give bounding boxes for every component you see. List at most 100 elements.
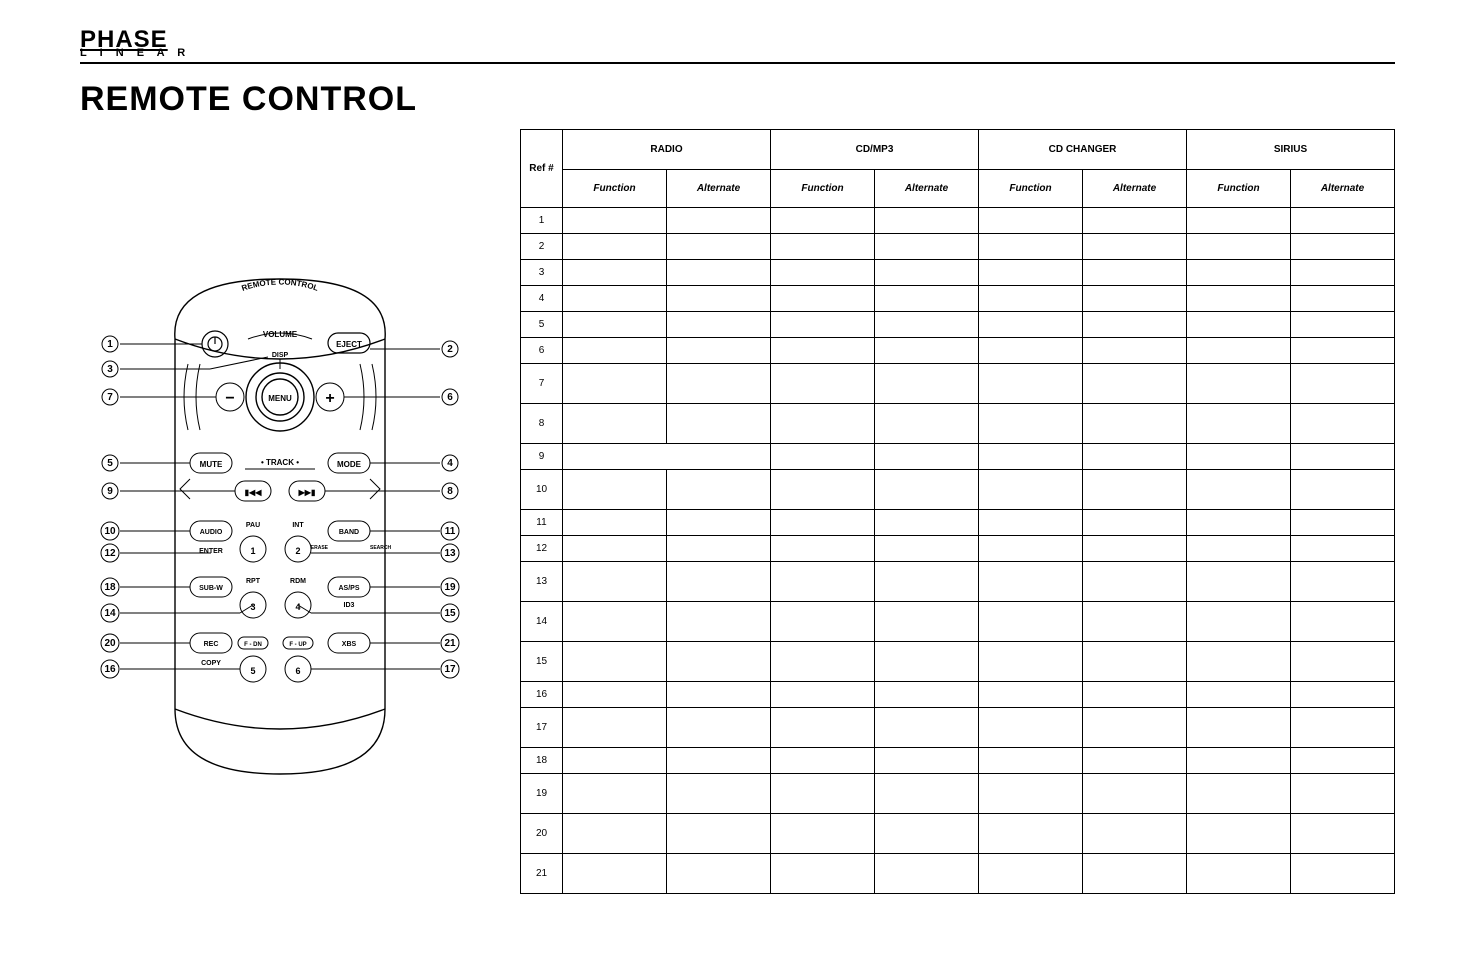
cell bbox=[1083, 311, 1187, 337]
cell bbox=[1291, 707, 1395, 747]
cell bbox=[1083, 641, 1187, 681]
cell bbox=[979, 707, 1083, 747]
brand-top: PHASE bbox=[80, 30, 1395, 49]
cell bbox=[979, 233, 1083, 259]
cell bbox=[1187, 207, 1291, 233]
cell bbox=[979, 681, 1083, 707]
cell bbox=[875, 853, 979, 893]
cell bbox=[1083, 773, 1187, 813]
cell bbox=[667, 681, 771, 707]
cell bbox=[1187, 535, 1291, 561]
svg-text:18: 18 bbox=[104, 582, 116, 593]
cell bbox=[771, 403, 875, 443]
cell bbox=[1291, 641, 1395, 681]
cell bbox=[1187, 601, 1291, 641]
cell bbox=[1083, 853, 1187, 893]
plus-label: + bbox=[325, 390, 334, 407]
enter-label: ENTER bbox=[199, 548, 223, 555]
cell bbox=[667, 285, 771, 311]
cell bbox=[1291, 337, 1395, 363]
row-num: 18 bbox=[521, 747, 563, 773]
cell bbox=[563, 311, 667, 337]
cell bbox=[1291, 207, 1395, 233]
cell bbox=[1187, 233, 1291, 259]
cell bbox=[875, 773, 979, 813]
rdm-label: RDM bbox=[290, 578, 306, 585]
cell bbox=[563, 207, 667, 233]
row-num: 15 bbox=[521, 641, 563, 681]
cell bbox=[667, 337, 771, 363]
subw-label: SUB-W bbox=[199, 585, 223, 592]
row-num: 4 bbox=[521, 285, 563, 311]
cell bbox=[667, 747, 771, 773]
cell bbox=[875, 207, 979, 233]
cell bbox=[1187, 363, 1291, 403]
svg-text:19: 19 bbox=[444, 582, 456, 593]
copy-label: COPY bbox=[201, 660, 221, 667]
cell bbox=[1083, 363, 1187, 403]
th-sub: Alternate bbox=[1083, 169, 1187, 207]
callout-numbers-right: 2 6 4 8 11 13 19 15 21 17 bbox=[441, 341, 459, 678]
prev-label: ▮◀◀ bbox=[245, 488, 263, 497]
cell bbox=[1083, 443, 1187, 469]
cell bbox=[979, 601, 1083, 641]
minus-label: − bbox=[225, 390, 234, 407]
page-title: REMOTE CONTROL bbox=[80, 80, 1395, 119]
cell bbox=[1291, 681, 1395, 707]
cell bbox=[771, 561, 875, 601]
cell bbox=[979, 561, 1083, 601]
cell bbox=[1187, 311, 1291, 337]
n3-label: 3 bbox=[250, 602, 255, 612]
cell bbox=[771, 259, 875, 285]
cell bbox=[875, 363, 979, 403]
cell bbox=[979, 285, 1083, 311]
cell bbox=[979, 509, 1083, 535]
cell bbox=[1291, 403, 1395, 443]
cell bbox=[563, 363, 667, 403]
cell bbox=[771, 363, 875, 403]
cell bbox=[771, 285, 875, 311]
th-sub: Alternate bbox=[1291, 169, 1395, 207]
cell bbox=[1083, 509, 1187, 535]
th-group: CD CHANGER bbox=[979, 129, 1187, 169]
cell bbox=[667, 535, 771, 561]
cell bbox=[979, 337, 1083, 363]
audio-label: AUDIO bbox=[200, 529, 223, 536]
n1-label: 1 bbox=[250, 546, 255, 556]
cell bbox=[875, 311, 979, 337]
cell bbox=[1083, 561, 1187, 601]
cell bbox=[771, 207, 875, 233]
cell bbox=[875, 285, 979, 311]
int-label: INT bbox=[292, 522, 304, 529]
cell bbox=[563, 443, 771, 469]
cell bbox=[1187, 469, 1291, 509]
cell bbox=[979, 259, 1083, 285]
cell bbox=[1187, 509, 1291, 535]
disp-label: DISP bbox=[272, 352, 289, 359]
cell bbox=[1187, 641, 1291, 681]
svg-text:2: 2 bbox=[447, 344, 453, 355]
cell bbox=[771, 311, 875, 337]
cell bbox=[1083, 813, 1187, 853]
cell bbox=[875, 259, 979, 285]
cell bbox=[1083, 707, 1187, 747]
th-sub: Alternate bbox=[875, 169, 979, 207]
search-label: SEARCH bbox=[370, 545, 392, 551]
brand-logo: PHASE L I N E A R bbox=[80, 30, 1395, 58]
row-num: 16 bbox=[521, 681, 563, 707]
svg-text:3: 3 bbox=[107, 364, 113, 375]
cell bbox=[771, 813, 875, 853]
row-num: 17 bbox=[521, 707, 563, 747]
svg-text:21: 21 bbox=[444, 638, 456, 649]
cell bbox=[875, 233, 979, 259]
cell bbox=[563, 469, 667, 509]
cell bbox=[771, 641, 875, 681]
cell bbox=[1187, 443, 1291, 469]
svg-text:14: 14 bbox=[104, 608, 116, 619]
n6-label: 6 bbox=[295, 666, 300, 676]
th-group: SIRIUS bbox=[1187, 129, 1395, 169]
n5-label: 5 bbox=[250, 666, 255, 676]
row-num: 20 bbox=[521, 813, 563, 853]
th-sub: Function bbox=[979, 169, 1083, 207]
row-num: 12 bbox=[521, 535, 563, 561]
